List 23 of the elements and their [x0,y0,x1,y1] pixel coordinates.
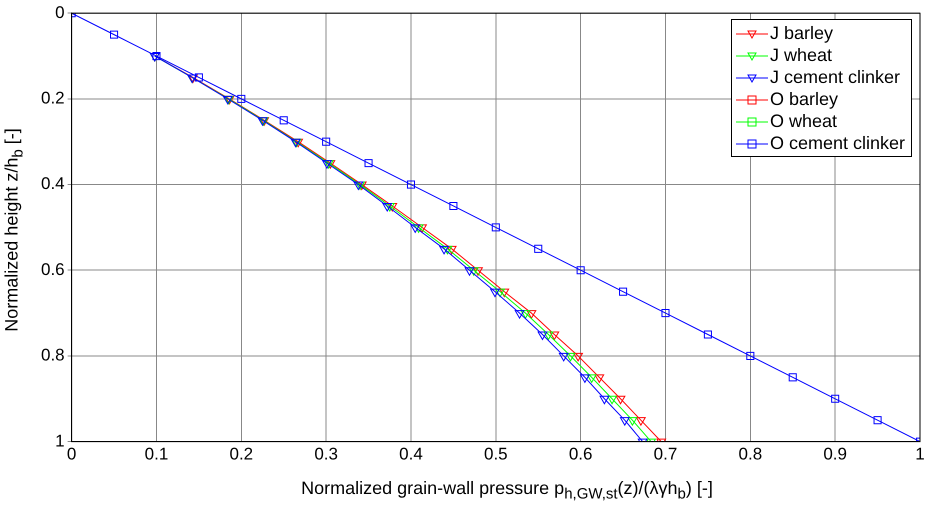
legend-label: O wheat [770,111,838,132]
x-axis-title: Normalized grain-wall pressure p$_{h,GW,st}$(z)/(λγh$_{b}$) [-] [300,478,714,503]
x-tick-label: 1 [915,444,925,464]
x-tick-label: 0.1 [144,444,168,464]
legend-label: O barley [770,89,838,110]
x-tick-label: 0.6 [568,444,592,464]
legend-label: O cement clinker [770,133,906,154]
y-tick-label: 0.4 [40,174,65,194]
y-tick-label: 0.8 [40,346,65,365]
y-tick-label: 1 [55,431,65,450]
x-tick-label: 0.9 [823,444,847,464]
x-tick-label: 0.2 [229,444,254,464]
x-tick-label: 0.5 [484,444,508,464]
x-tick-label: 0.4 [399,444,423,464]
legend-label: J cement clinker [770,67,900,88]
y-tick-label: 0.2 [40,88,65,108]
y-tick-label: 0.6 [40,260,65,279]
legend-label: J barley [770,23,834,44]
x-tick-label: 0.7 [654,444,678,464]
legend-label: J wheat [770,45,832,66]
x-tick-label: 0.3 [314,444,338,464]
y-tick-label: 0 [55,2,65,22]
x-tick-label: 0.8 [738,444,762,464]
